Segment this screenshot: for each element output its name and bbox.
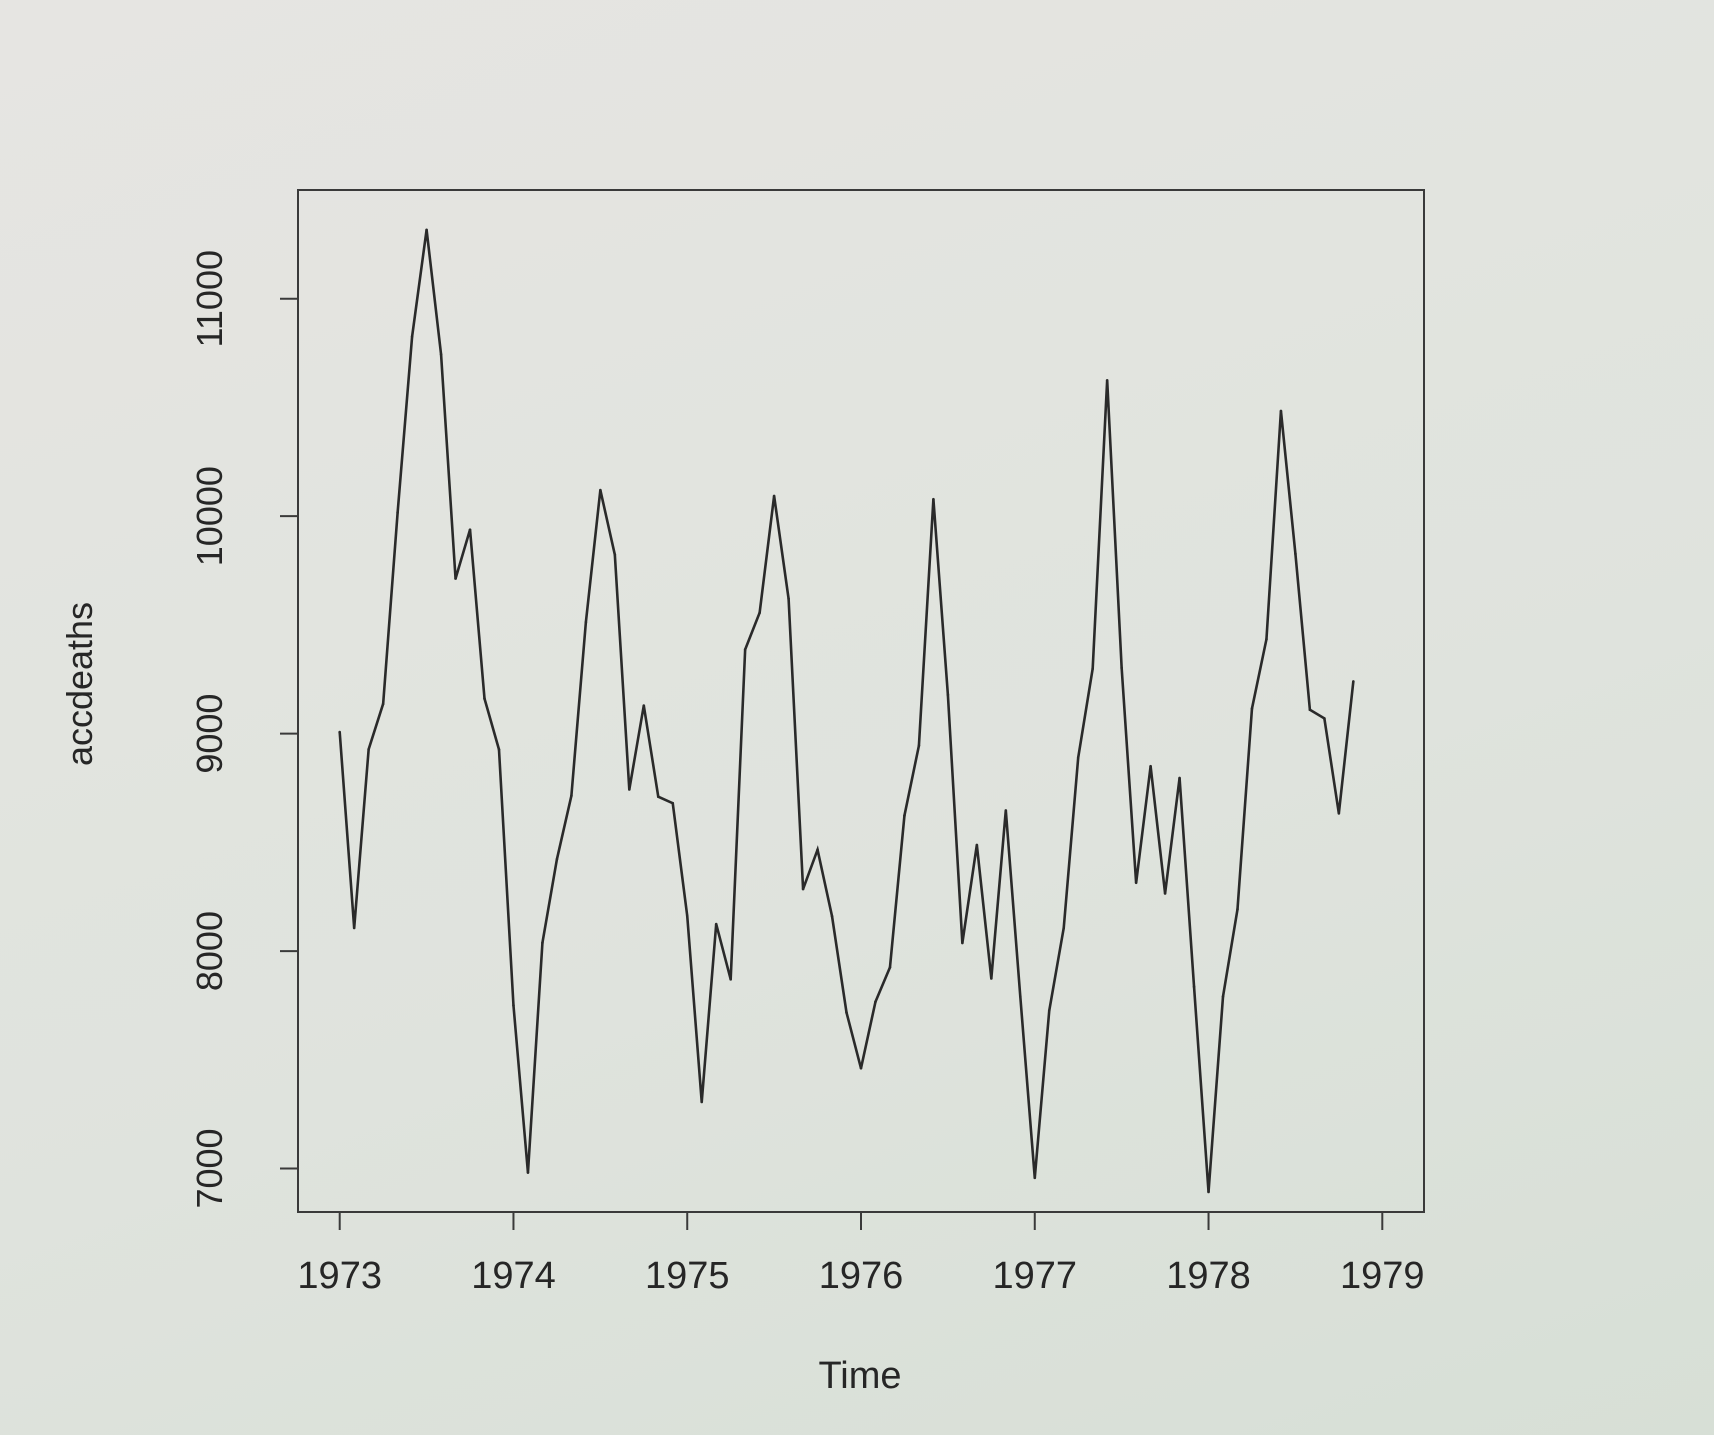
- data-point: [685, 914, 689, 918]
- x-tick-label: 1973: [297, 1255, 382, 1297]
- data-point: [1178, 776, 1181, 780]
- data-point: [439, 353, 443, 356]
- data-point: [526, 1171, 530, 1174]
- data-point: [1294, 552, 1297, 556]
- x-axis: 1973 1974 1975 1976 1977 1978 1979: [297, 1211, 1425, 1297]
- data-point: [367, 747, 370, 751]
- data-point: [845, 1011, 848, 1014]
- data-point: [1033, 1176, 1037, 1180]
- data-point: [642, 704, 646, 707]
- data-point: [1221, 995, 1225, 998]
- data-point: [772, 494, 776, 498]
- data-point: [1004, 809, 1008, 812]
- data-point: [816, 848, 819, 852]
- data-point: [541, 941, 544, 945]
- data-point: [990, 977, 993, 980]
- data-point: [497, 748, 501, 751]
- data-point: [512, 1004, 515, 1007]
- y-tick-label: 8000: [189, 911, 230, 991]
- data-point: [1250, 707, 1254, 710]
- data-point: [555, 858, 559, 861]
- plot-area: [297, 189, 1425, 1213]
- data-point: [483, 697, 486, 700]
- data-point: [1120, 666, 1123, 670]
- data-point: [1105, 378, 1109, 382]
- data-point: [859, 1066, 863, 1070]
- data-point: [613, 553, 617, 556]
- data-point: [917, 744, 921, 747]
- data-point: [801, 887, 805, 891]
- x-tick-label: 1979: [1340, 1255, 1425, 1297]
- y-tick-label: 9000: [189, 694, 230, 774]
- data-point: [410, 335, 414, 338]
- plot-frame: [297, 189, 1425, 1213]
- data-point: [1279, 409, 1283, 413]
- y-axis-title: accdeaths: [59, 602, 100, 766]
- data-point: [961, 941, 964, 945]
- data-point: [425, 228, 428, 232]
- data-point: [352, 926, 356, 930]
- data-point: [1352, 680, 1355, 683]
- data-point: [700, 1100, 704, 1104]
- data-point: [729, 978, 732, 981]
- series-line: [338, 229, 1355, 1193]
- data-point: [584, 620, 588, 624]
- data-point: [1076, 756, 1080, 759]
- data-point: [1308, 708, 1312, 711]
- x-tick-label: 1976: [819, 1255, 904, 1297]
- data-point: [903, 814, 906, 817]
- data-point: [1091, 667, 1094, 670]
- x-tick-label: 1974: [471, 1255, 556, 1297]
- data-point: [946, 693, 950, 696]
- y-tick-label: 7000: [189, 1128, 230, 1208]
- data-point: [381, 702, 385, 706]
- data-point: [932, 497, 935, 501]
- data-point: [1149, 764, 1152, 768]
- data-point: [671, 801, 675, 805]
- data-point: [1062, 926, 1066, 930]
- data-point: [656, 795, 660, 798]
- data-point: [468, 528, 472, 531]
- data-point: [1047, 1009, 1051, 1012]
- data-point: [975, 843, 979, 847]
- x-tick-label: 1975: [645, 1255, 730, 1297]
- data-point: [570, 794, 573, 798]
- data-point: [1337, 812, 1341, 815]
- data-point: [628, 788, 631, 791]
- data-point: [599, 488, 602, 492]
- data-point: [830, 914, 834, 918]
- data-point: [396, 511, 399, 514]
- x-axis-title: Time: [818, 1355, 901, 1397]
- y-axis: 7000 8000 9000 10000 11000: [189, 250, 299, 1209]
- x-tick-label: 1978: [1166, 1255, 1251, 1297]
- data-point: [1323, 717, 1326, 720]
- data-point: [758, 611, 761, 615]
- data-point: [338, 730, 342, 734]
- data-point: [454, 577, 457, 580]
- data-point: [1192, 985, 1196, 989]
- data-point: [1134, 881, 1138, 885]
- data-point: [888, 966, 892, 969]
- data-point: [1236, 908, 1239, 911]
- data-point: [1018, 994, 1022, 998]
- data-point: [874, 1000, 877, 1004]
- series-line-group: [338, 228, 1355, 1194]
- y-tick-label: 10000: [189, 466, 230, 566]
- data-point: [787, 597, 790, 601]
- data-point: [1265, 637, 1268, 641]
- data-point: [714, 922, 718, 926]
- x-tick-label: 1977: [992, 1255, 1077, 1297]
- data-point: [1207, 1190, 1210, 1194]
- data-point: [743, 648, 747, 651]
- data-point: [1163, 892, 1167, 895]
- y-tick-label: 11000: [189, 250, 230, 347]
